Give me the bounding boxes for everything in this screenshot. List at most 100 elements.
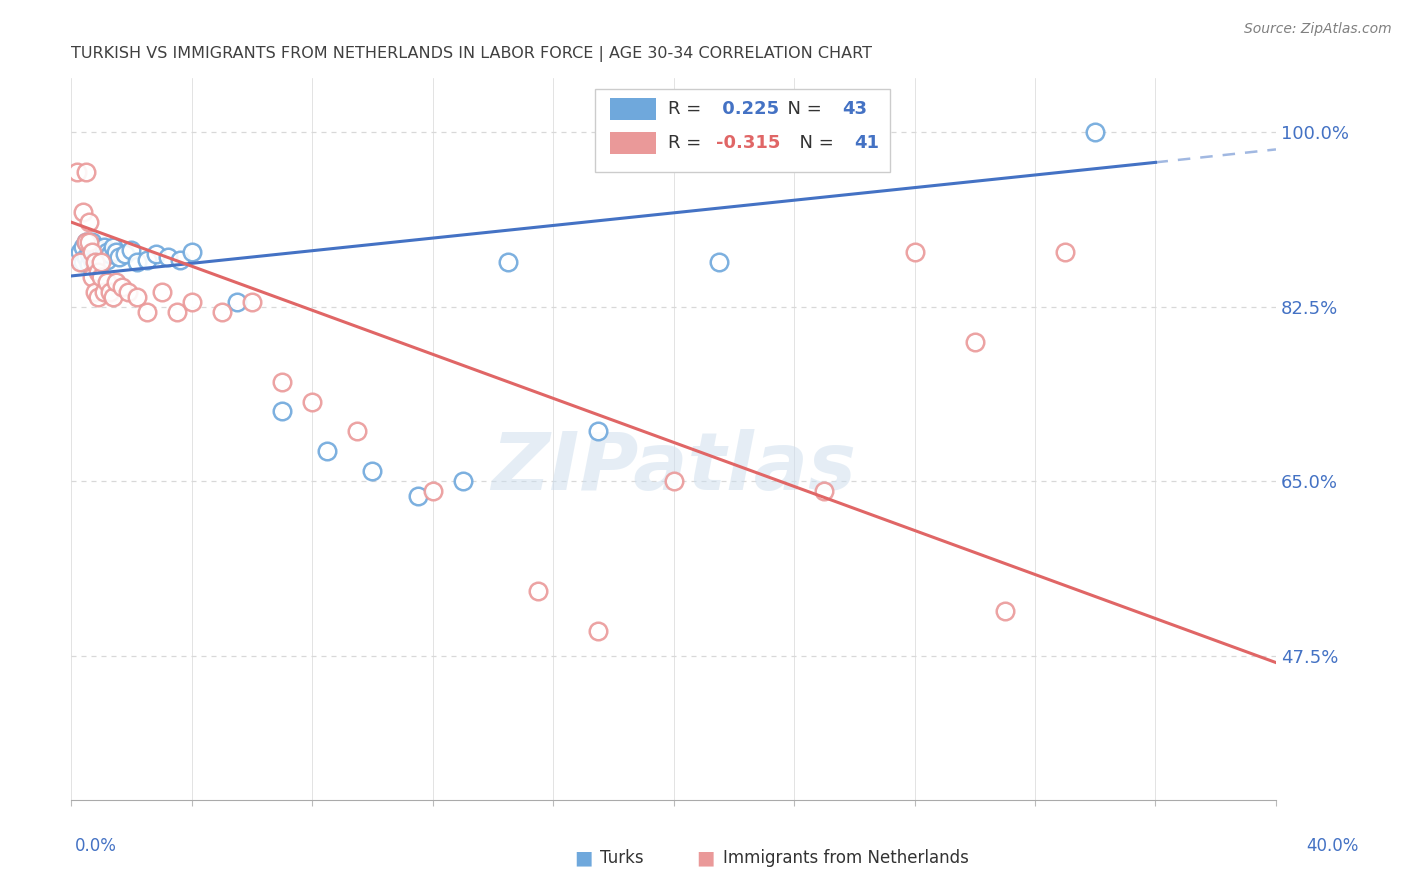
Point xyxy=(271,375,294,389)
Point xyxy=(121,243,143,257)
Point xyxy=(145,247,167,261)
Text: N =: N = xyxy=(776,100,828,118)
Point xyxy=(72,255,94,269)
Point xyxy=(90,243,112,257)
Point xyxy=(66,165,89,179)
Text: 0.225: 0.225 xyxy=(716,100,779,118)
Point xyxy=(1054,245,1077,260)
Point xyxy=(100,247,122,261)
Point xyxy=(66,250,89,264)
Text: -0.315: -0.315 xyxy=(716,134,780,152)
Point xyxy=(72,240,94,254)
Point xyxy=(79,257,101,271)
Point xyxy=(903,245,925,260)
Text: 0.0%: 0.0% xyxy=(75,837,117,855)
Point xyxy=(527,583,550,598)
Bar xyxy=(610,132,655,153)
Text: ■: ■ xyxy=(574,848,593,868)
Point xyxy=(87,265,110,279)
Point xyxy=(82,235,104,249)
Text: N =: N = xyxy=(787,134,839,152)
Point xyxy=(96,252,118,267)
Point xyxy=(93,240,115,254)
Point xyxy=(346,425,368,439)
Point xyxy=(316,444,339,458)
Point xyxy=(166,305,188,319)
Point xyxy=(271,404,294,418)
Point xyxy=(1084,126,1107,140)
Point xyxy=(108,250,131,264)
Point xyxy=(69,245,91,260)
Point xyxy=(114,247,136,261)
Point xyxy=(82,243,104,257)
Point xyxy=(75,235,97,249)
Point xyxy=(105,275,128,289)
Point xyxy=(150,285,173,299)
Point xyxy=(225,294,247,309)
Point xyxy=(75,235,97,249)
FancyBboxPatch shape xyxy=(595,88,890,171)
Point xyxy=(813,484,835,499)
Point xyxy=(169,252,191,267)
Text: 43: 43 xyxy=(842,100,868,118)
Point xyxy=(240,294,263,309)
Point xyxy=(84,240,107,254)
Point xyxy=(79,235,101,249)
Text: Immigrants from Netherlands: Immigrants from Netherlands xyxy=(723,849,969,867)
Point xyxy=(72,205,94,219)
Point xyxy=(117,285,139,299)
Point xyxy=(156,250,179,264)
Point xyxy=(406,489,429,503)
Text: Source: ZipAtlas.com: Source: ZipAtlas.com xyxy=(1244,22,1392,37)
Point xyxy=(662,474,685,488)
Text: R =: R = xyxy=(668,134,707,152)
Text: ■: ■ xyxy=(696,848,716,868)
Point xyxy=(84,285,107,299)
Point xyxy=(87,255,110,269)
Point xyxy=(588,624,610,638)
Point xyxy=(100,285,122,299)
Point xyxy=(105,245,128,260)
Point xyxy=(135,252,157,267)
Point xyxy=(79,215,101,229)
Point xyxy=(103,290,125,304)
Point xyxy=(79,247,101,261)
Text: ZIPatlas: ZIPatlas xyxy=(491,429,856,507)
Point xyxy=(588,425,610,439)
Point xyxy=(994,604,1017,618)
Point xyxy=(84,250,107,264)
Point xyxy=(180,245,202,260)
Point xyxy=(127,290,149,304)
Point xyxy=(82,252,104,267)
Bar xyxy=(610,98,655,120)
Point xyxy=(211,305,233,319)
Point xyxy=(103,240,125,254)
Text: Turks: Turks xyxy=(600,849,644,867)
Text: TURKISH VS IMMIGRANTS FROM NETHERLANDS IN LABOR FORCE | AGE 30-34 CORRELATION CH: TURKISH VS IMMIGRANTS FROM NETHERLANDS I… xyxy=(72,46,872,62)
Point xyxy=(93,285,115,299)
Point xyxy=(90,250,112,264)
Point xyxy=(75,250,97,264)
Point xyxy=(90,255,112,269)
Point xyxy=(496,255,519,269)
Text: 40.0%: 40.0% xyxy=(1306,837,1360,855)
Point xyxy=(451,474,474,488)
Text: R =: R = xyxy=(668,100,707,118)
Point xyxy=(82,269,104,284)
Point xyxy=(69,255,91,269)
Point xyxy=(127,255,149,269)
Point xyxy=(422,484,444,499)
Point xyxy=(361,464,384,478)
Text: 41: 41 xyxy=(855,134,879,152)
Point xyxy=(180,294,202,309)
Point xyxy=(707,255,730,269)
Point xyxy=(96,245,118,260)
Point xyxy=(135,305,157,319)
Point xyxy=(96,275,118,289)
Point xyxy=(93,247,115,261)
Point xyxy=(963,334,986,349)
Point xyxy=(75,165,97,179)
Point xyxy=(87,245,110,260)
Point xyxy=(301,394,323,409)
Point xyxy=(84,255,107,269)
